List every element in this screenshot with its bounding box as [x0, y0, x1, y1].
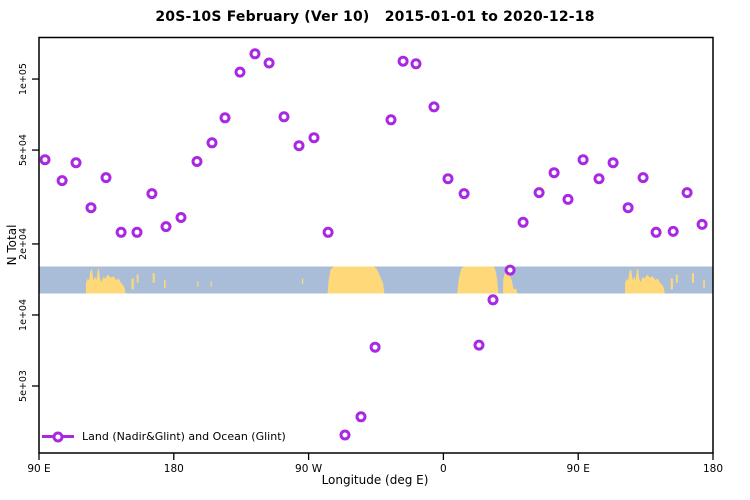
data-point	[322, 226, 334, 238]
data-point	[622, 202, 634, 214]
y-tick-label: 5e+04	[18, 134, 29, 166]
data-point	[473, 339, 485, 351]
data-point	[681, 187, 693, 199]
plot-border	[38, 36, 714, 454]
data-point	[355, 411, 367, 423]
data-point	[533, 187, 545, 199]
data-point	[115, 226, 127, 238]
data-point	[369, 341, 381, 353]
data-point	[293, 140, 305, 152]
data-point	[637, 172, 649, 184]
data-point	[650, 226, 662, 238]
data-point	[100, 172, 112, 184]
data-point	[593, 173, 605, 185]
legend-point-marker	[52, 431, 64, 442]
data-point	[206, 137, 218, 149]
map-band-land-madagascar	[503, 271, 518, 294]
data-point	[577, 154, 589, 166]
data-point	[278, 111, 290, 123]
x-tick-label: 90 W	[295, 463, 323, 475]
data-point	[339, 429, 351, 441]
data-point	[504, 264, 516, 276]
data-point	[517, 216, 529, 228]
data-point	[548, 167, 560, 179]
data-point	[397, 55, 409, 67]
map-band-island	[136, 274, 139, 283]
map-band-island	[675, 274, 678, 283]
x-tick-label: 180	[164, 463, 184, 475]
data-point	[85, 202, 97, 214]
data-point	[146, 188, 158, 200]
data-point	[131, 226, 143, 238]
map-band-land-south-america	[327, 266, 385, 294]
map-band-island	[301, 278, 304, 284]
map-band-island	[736, 281, 737, 286]
data-point	[607, 157, 619, 169]
data-point	[160, 221, 172, 233]
data-point	[39, 154, 51, 166]
map-band-island	[164, 280, 166, 289]
data-point	[458, 188, 470, 200]
y-tick-label: 2e+04	[18, 228, 29, 260]
map-band-island	[703, 280, 705, 289]
data-point	[234, 66, 246, 78]
map-band-island	[691, 273, 694, 283]
x-tick-label: 90 E	[567, 463, 590, 475]
legend: Land (Nadir&Glint) and Ocean (Glint)	[42, 429, 286, 444]
map-band-island	[670, 278, 673, 290]
y-tick-label: 5e+03	[18, 370, 29, 402]
data-point	[487, 294, 499, 306]
legend-line-marker	[42, 431, 74, 442]
data-point	[442, 173, 454, 185]
chart-title: 20S-10S February (Ver 10) 2015-01-01 to …	[155, 9, 595, 25]
data-point	[263, 57, 275, 69]
data-point	[175, 212, 187, 223]
data-point	[667, 225, 679, 237]
map-band-land-australia	[625, 267, 665, 294]
map-band-island	[210, 281, 212, 287]
x-tick-label: 90 E	[27, 463, 50, 475]
data-point	[385, 114, 397, 126]
legend-label: Land (Nadir&Glint) and Ocean (Glint)	[82, 430, 286, 443]
x-axis-title: Longitude (deg E)	[321, 473, 429, 487]
data-point	[56, 175, 68, 187]
map-band-land-australia	[85, 267, 126, 294]
x-tick-label: 180	[703, 463, 723, 475]
latitude-strip-map	[39, 266, 737, 294]
y-tick-label: 1e+05	[18, 63, 29, 95]
map-band-island	[197, 281, 199, 287]
data-point	[562, 193, 574, 205]
map-band-island	[152, 273, 155, 283]
data-point	[249, 48, 261, 60]
map-band-island	[131, 278, 134, 290]
data-point	[308, 132, 320, 144]
data-point	[410, 58, 422, 70]
data-point	[191, 156, 203, 167]
data-point	[428, 101, 440, 113]
data-point	[70, 157, 82, 169]
data-point	[219, 112, 231, 124]
map-band-land-africa	[457, 266, 499, 294]
x-tick-label: 0	[440, 463, 447, 475]
y-tick-label: 1e+04	[18, 299, 29, 331]
data-point	[696, 218, 708, 230]
